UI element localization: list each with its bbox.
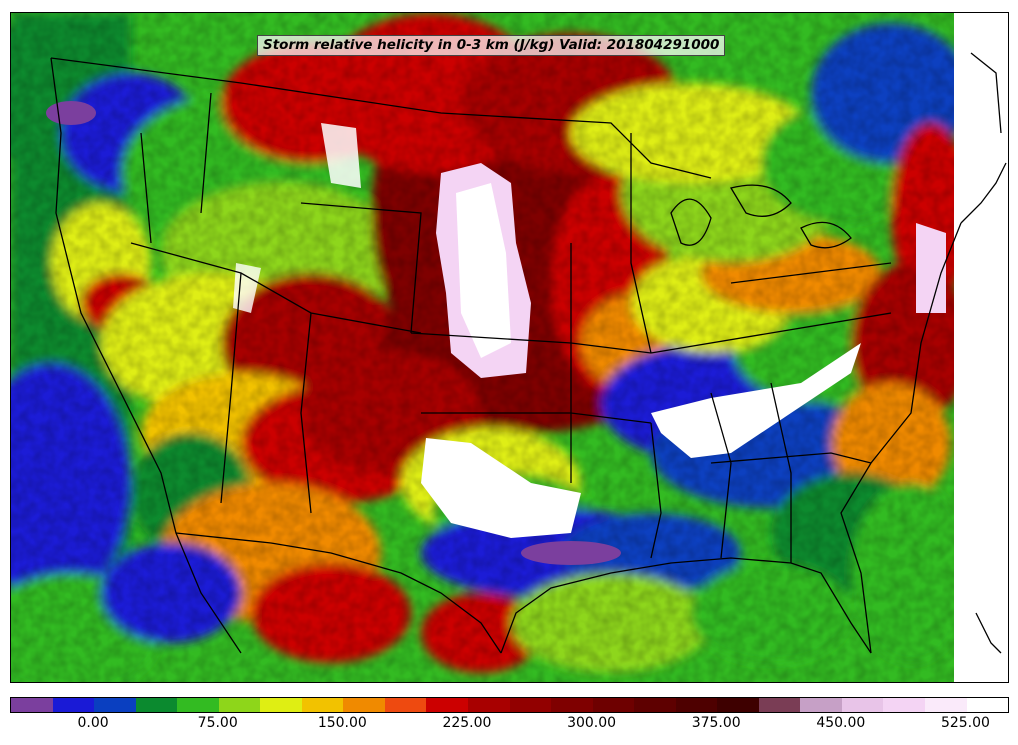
outside-domain: [954, 13, 1008, 682]
colorbar-segment: [883, 698, 926, 712]
colorbar-tick-label: 75.00: [197, 715, 238, 731]
colorbar-segment: [509, 698, 552, 712]
colorbar-segment: [94, 698, 136, 712]
helicity-map: Storm relative helicity in 0-3 km (J/kg)…: [10, 12, 1009, 683]
map-canvas: [11, 13, 1008, 682]
colorbar-tick-label: 225.00: [442, 715, 492, 731]
colorbar-segment: [384, 698, 427, 712]
colorbar-segment: [592, 698, 635, 712]
map-title: Storm relative helicity in 0-3 km (J/kg)…: [257, 35, 726, 56]
helicity-maxima: [46, 101, 946, 565]
colorbar-segment: [426, 698, 469, 712]
colorbar-segment: [675, 698, 718, 712]
colorbar-segment: [343, 698, 385, 712]
colorbar-segment: [218, 698, 261, 712]
colorbar-segment: [634, 698, 676, 712]
colorbar-tick-label: 375.00: [691, 715, 741, 731]
colorbar-segment: [551, 698, 593, 712]
colorbar-segment: [260, 698, 302, 712]
colorbar-segment: [11, 698, 53, 712]
colorbar-segment: [758, 698, 801, 712]
colorbar-segment: [800, 698, 842, 712]
colorbar-segment: [135, 698, 178, 712]
colorbar-segment: [841, 698, 884, 712]
colorbar-segment: [966, 698, 1008, 712]
colorbar-segment: [717, 698, 759, 712]
boundaries: [50, 57, 962, 654]
colorbar-segment: [177, 698, 219, 712]
colorbar-tick-label: 300.00: [567, 715, 617, 731]
colorbar-segment: [301, 698, 344, 712]
colorbar-tick-label: 0.00: [77, 715, 109, 731]
colorbar-tick-label: 525.00: [940, 715, 990, 731]
colorbar-tick-label: 150.00: [317, 715, 367, 731]
colorbar: [10, 697, 1009, 713]
colorbar-segment: [925, 698, 967, 712]
colorbar-segment: [468, 698, 510, 712]
outside-boundaries: [960, 52, 1007, 654]
colorbar-segment: [52, 698, 95, 712]
colorbar-tick-label: 450.00: [816, 715, 866, 731]
